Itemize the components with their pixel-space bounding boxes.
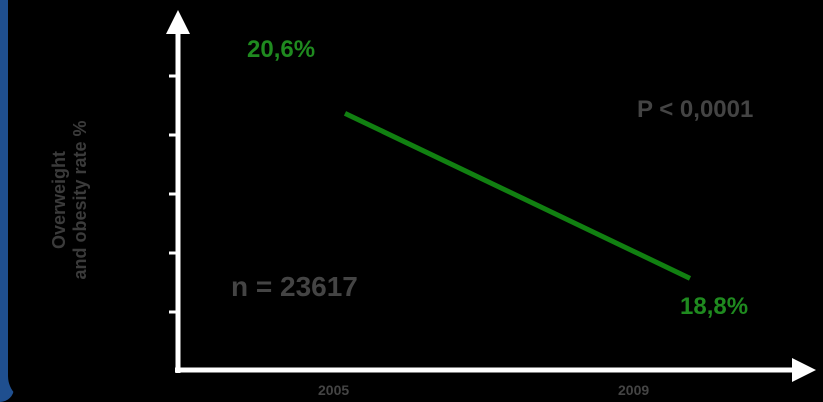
series-line-1: [343, 111, 692, 281]
data-label-2009: 18,8%: [680, 293, 749, 320]
y-axis-ticks: [169, 74, 178, 314]
data-label-2005: 20,6%: [247, 36, 316, 63]
x-axis-arrow: [792, 358, 816, 382]
y-axis-arrow: [166, 10, 190, 34]
x-tick-label-2009: 2009: [618, 382, 650, 398]
x-tick-label-2005: 2005: [318, 382, 350, 398]
p-value-annotation: P < 0,0001: [637, 96, 754, 123]
series-lines: [343, 111, 692, 281]
y-axis-label: Overweight and obesity rate %: [49, 120, 91, 279]
sample-size-annotation: n = 23617: [231, 271, 358, 302]
axes: [166, 10, 816, 382]
chart-panel: [8, 0, 823, 402]
y-axis-label-line-2: and obesity rate %: [70, 120, 90, 280]
y-axis-label-line-1: Overweight: [49, 150, 69, 250]
